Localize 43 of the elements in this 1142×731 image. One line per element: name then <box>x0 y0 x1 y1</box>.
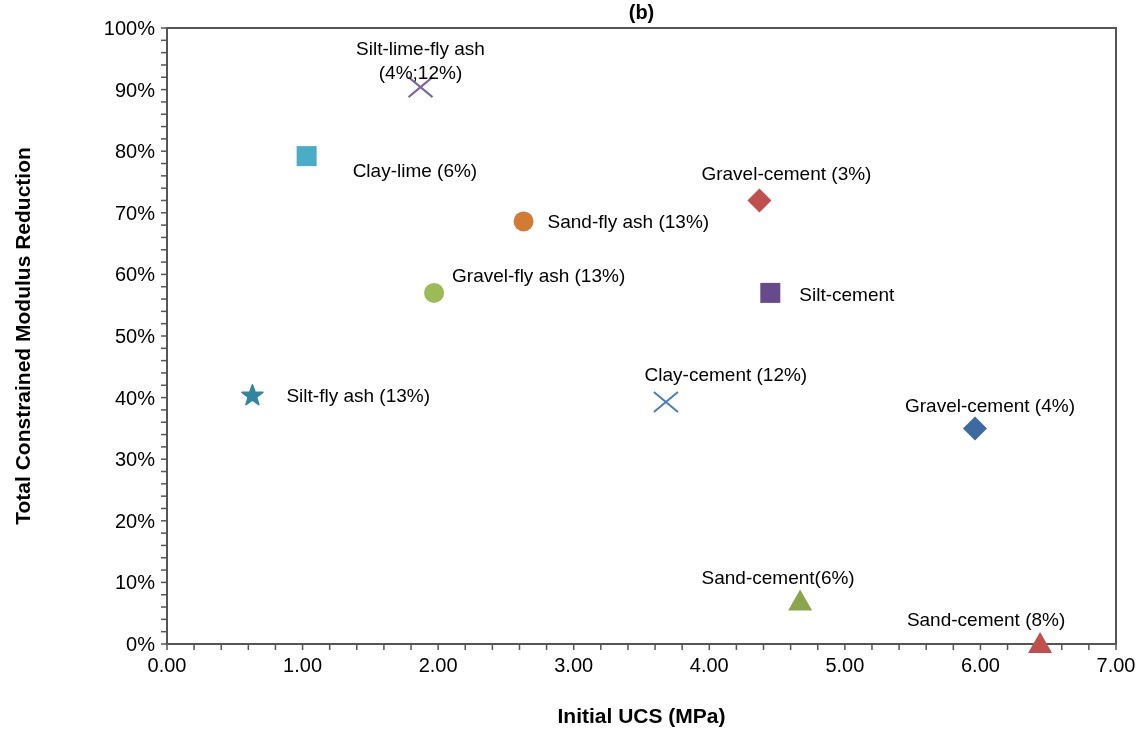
point <box>241 384 264 406</box>
x-tick-label: 7.00 <box>1096 654 1136 676</box>
point <box>963 416 988 441</box>
y-tick-label: 50% <box>114 325 156 347</box>
series-label: Clay-cement (12%) <box>644 363 808 385</box>
y-tick-label: 90% <box>114 78 156 101</box>
point <box>788 589 813 611</box>
y-axis-title: Total Constrained Modulus Reduction <box>11 147 34 525</box>
y-tick-label: 60% <box>114 263 156 286</box>
series-label: Silt-fly ash (13%) <box>286 384 431 406</box>
series-label: Gravel-cement (4%) <box>905 395 1076 417</box>
y-tick-label: 0% <box>126 633 156 655</box>
series-label: Clay-lime (6%) <box>352 160 478 182</box>
y-tick-label: 30% <box>114 448 156 471</box>
series-label: Gravel-fly ash (13%) <box>452 264 626 286</box>
x-tick-label: 2.00 <box>418 654 458 676</box>
point <box>747 188 772 213</box>
y-tick-label: 70% <box>114 201 156 224</box>
x-tick-label: 3.00 <box>554 654 594 676</box>
y-tick-label: 80% <box>114 140 156 163</box>
point <box>760 282 781 303</box>
x-tick-label: 5.00 <box>825 654 865 676</box>
point <box>296 146 317 167</box>
series-label: Silt-lime-fly ash (4%;12%) <box>356 38 485 84</box>
x-tick-label: 4.00 <box>689 654 729 676</box>
chart-title: (b) <box>628 1 655 23</box>
point <box>513 211 534 232</box>
series-label: Gravel-cement (3%) <box>701 163 872 185</box>
y-tick-label: 20% <box>114 509 156 532</box>
point <box>1028 632 1053 653</box>
series-label: Sand-cement(6%) <box>701 567 855 589</box>
y-tick-label: 40% <box>114 386 156 409</box>
series-label: Sand-fly ash (13%) <box>547 211 710 233</box>
series-label: Silt-cement <box>799 283 896 305</box>
x-tick-label: 0.00 <box>147 654 187 676</box>
x-axis-title: Initial UCS (MPa) <box>557 704 726 727</box>
point <box>424 282 445 303</box>
x-tick-label: 1.00 <box>283 654 323 676</box>
series-label: Sand-cement (8%) <box>906 609 1066 630</box>
point <box>652 390 679 413</box>
y-tick-label: 10% <box>114 571 156 594</box>
y-tick-label: 100% <box>103 17 156 39</box>
x-tick-label: 6.00 <box>960 654 1000 676</box>
